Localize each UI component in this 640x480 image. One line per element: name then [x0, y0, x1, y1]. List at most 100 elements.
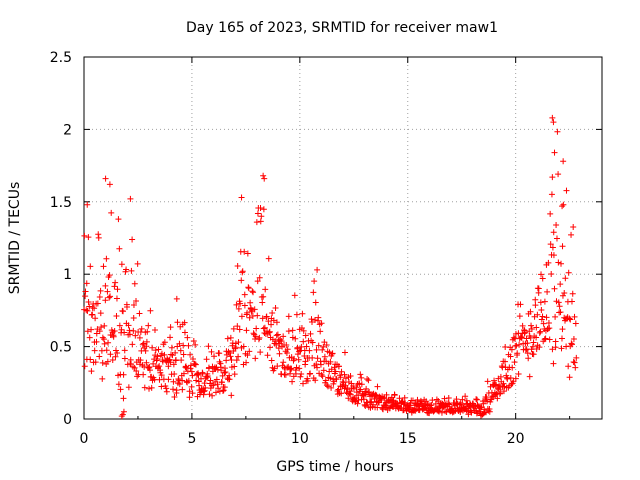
data-point: [130, 327, 137, 334]
data-point: [513, 342, 520, 349]
data-point: [253, 325, 260, 332]
data-point: [373, 392, 380, 399]
data-point: [88, 368, 95, 375]
data-point: [532, 302, 539, 309]
axis-ticks: 0 5 10 15 20 0 0.5 1 1.5 2 2.5: [50, 50, 602, 447]
data-point: [201, 387, 208, 394]
data-point: [320, 367, 327, 374]
data-point: [223, 357, 230, 364]
data-point: [112, 353, 119, 360]
data-point: [97, 310, 104, 317]
data-point: [311, 278, 318, 285]
data-point: [317, 361, 324, 368]
data-point: [539, 275, 546, 282]
data-point: [527, 334, 534, 341]
data-point: [524, 340, 531, 347]
data-point: [555, 259, 562, 266]
data-point: [553, 235, 560, 242]
data-point: [535, 285, 542, 292]
data-point: [269, 310, 276, 317]
data-point: [145, 322, 152, 329]
data-point: [327, 358, 334, 365]
data-point: [561, 290, 568, 297]
data-point: [88, 326, 95, 333]
data-point: [319, 346, 326, 353]
data-point: [208, 348, 215, 355]
data-point: [550, 360, 557, 367]
data-point: [273, 332, 280, 339]
data-point: [534, 311, 541, 318]
data-point: [158, 383, 165, 390]
data-point: [213, 376, 220, 383]
data-point: [569, 341, 576, 348]
data-point: [189, 372, 196, 379]
data-point: [232, 340, 239, 347]
data-point: [106, 181, 113, 188]
data-point: [423, 398, 430, 405]
data-point: [130, 314, 137, 321]
data-point: [509, 364, 516, 371]
data-point: [216, 350, 223, 357]
x-tick-label: 20: [507, 431, 525, 447]
data-point: [190, 338, 197, 345]
data-point: [121, 347, 128, 354]
data-point: [572, 320, 579, 327]
data-point: [302, 332, 309, 339]
data-point: [314, 266, 321, 273]
data-point: [249, 288, 256, 295]
data-point: [137, 357, 144, 364]
data-point: [167, 334, 174, 341]
data-point: [259, 299, 266, 306]
data-point: [558, 260, 565, 267]
data-point: [292, 335, 299, 342]
data-point: [301, 353, 308, 360]
data-point: [188, 383, 195, 390]
data-point: [152, 347, 159, 354]
data-point: [266, 328, 273, 335]
data-point: [171, 393, 178, 400]
data-point: [550, 252, 557, 259]
data-point: [335, 363, 342, 370]
data-point: [121, 329, 128, 336]
data-point: [222, 369, 229, 376]
data-point: [492, 391, 499, 398]
data-point: [267, 344, 274, 351]
data-point: [114, 286, 121, 293]
data-point: [178, 357, 185, 364]
data-point: [87, 356, 94, 363]
data-point: [307, 330, 314, 337]
data-point: [125, 384, 132, 391]
data-point: [556, 303, 563, 310]
data-point: [275, 345, 282, 352]
data-point: [309, 339, 316, 346]
data-point: [180, 351, 187, 358]
data-point: [274, 331, 281, 338]
data-point: [323, 382, 330, 389]
data-point: [186, 394, 193, 401]
data-point: [544, 288, 551, 295]
data-point: [547, 210, 554, 217]
data-point: [84, 307, 91, 314]
data-point: [214, 366, 221, 373]
data-point: [123, 266, 130, 273]
data-point: [441, 395, 448, 402]
data-point: [181, 329, 188, 336]
data-point: [566, 315, 573, 322]
data-point: [120, 395, 127, 402]
chart-title: Day 165 of 2023, SRMTID for receiver maw…: [186, 20, 498, 36]
data-point: [435, 407, 442, 414]
data-point: [158, 372, 165, 379]
data-point: [218, 367, 225, 374]
data-point: [568, 231, 575, 238]
data-point: [537, 299, 544, 306]
data-point: [546, 336, 553, 343]
data-point: [560, 201, 567, 208]
data-point: [249, 307, 256, 314]
data-point: [551, 285, 558, 292]
data-point: [517, 301, 524, 308]
data-point: [235, 339, 242, 346]
y-tick-label: 1: [63, 267, 72, 283]
data-point: [254, 210, 261, 217]
data-point: [98, 324, 105, 331]
data-point: [549, 346, 556, 353]
